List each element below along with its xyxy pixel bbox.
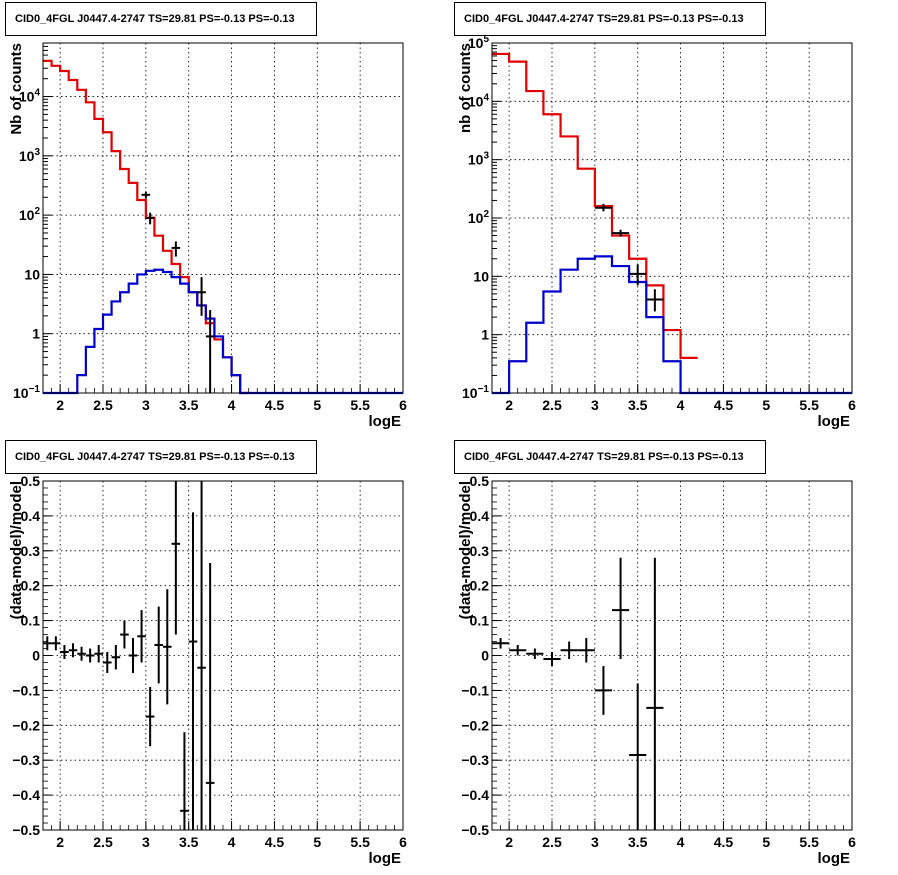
y-tick-label: −0.2 <box>461 717 489 733</box>
y-tick-label: 104 <box>19 88 41 105</box>
y-tick-label: 0.4 <box>21 508 41 524</box>
y-tick-label: 0.5 <box>470 473 490 489</box>
x-tick-label: 2 <box>505 834 513 850</box>
y-tick-label: 103 <box>19 147 41 164</box>
y-tick-label: 105 <box>468 34 490 51</box>
x-axis-label: logE <box>818 413 851 430</box>
x-tick-label: 4.5 <box>265 397 285 413</box>
x-tick-label: 3 <box>591 834 599 850</box>
x-tick-label: 5.5 <box>350 834 370 850</box>
x-tick-label: 6 <box>848 397 856 413</box>
y-tick-label: 102 <box>468 209 490 226</box>
x-tick-label: 5.5 <box>799 834 819 850</box>
plot-frame <box>42 42 404 394</box>
x-tick-label: 6 <box>399 397 407 413</box>
panel-title-top-left: CID0_4FGL J0447.4-2747 TS=29.81 PS=-0.13… <box>5 2 317 36</box>
x-tick-label: 5 <box>313 397 321 413</box>
y-axis-label: (data-model)/model <box>457 481 474 619</box>
source-model-histogram <box>492 255 852 395</box>
panel-title-bottom-left: CID0_4FGL J0447.4-2747 TS=29.81 PS=-0.13… <box>5 440 317 474</box>
y-tick-label: −0.5 <box>12 822 40 838</box>
x-tick-label: 2.5 <box>542 397 562 413</box>
x-tick-label: 3.5 <box>628 397 648 413</box>
y-tick-label: 102 <box>19 206 41 223</box>
y-tick-label: 0 <box>481 648 489 664</box>
y-tick-label: 10−1 <box>462 384 489 401</box>
y-tick-label: −0.4 <box>12 787 40 803</box>
x-tick-label: 4.5 <box>265 834 285 850</box>
y-tick-label: −0.1 <box>461 682 489 698</box>
y-tick-label: 104 <box>468 92 490 109</box>
x-tick-label: 3.5 <box>179 834 199 850</box>
y-tick-label: 0.4 <box>470 508 490 524</box>
x-tick-label: 2.5 <box>93 834 113 850</box>
y-tick-label: 0.2 <box>21 578 41 594</box>
x-tick-label: 4.5 <box>714 397 734 413</box>
y-tick-label: −0.2 <box>12 717 40 733</box>
y-axis-label: (data-model)/model <box>8 481 25 619</box>
y-tick-label: −0.5 <box>461 822 489 838</box>
x-tick-label: 3.5 <box>628 834 648 850</box>
y-axis-label: nb of counts <box>457 43 474 133</box>
x-tick-label: 3 <box>591 397 599 413</box>
y-tick-label: 10−1 <box>13 384 40 401</box>
x-tick-label: 2 <box>56 397 64 413</box>
x-axis-label: logE <box>818 850 851 867</box>
x-tick-label: 3 <box>142 397 150 413</box>
x-tick-label: 4 <box>677 834 685 850</box>
plot-frame <box>42 480 404 831</box>
x-tick-label: 3.5 <box>179 397 199 413</box>
x-tick-label: 6 <box>848 834 856 850</box>
y-tick-label: 103 <box>468 151 490 168</box>
y-tick-label: 0 <box>32 648 40 664</box>
plot-frame <box>491 42 853 394</box>
x-tick-label: 5 <box>762 834 770 850</box>
x-tick-label: 4 <box>228 397 236 413</box>
y-tick-label: 1 <box>481 327 489 343</box>
x-tick-label: 2 <box>505 397 513 413</box>
x-tick-label: 4 <box>228 834 236 850</box>
source-model-histogram <box>43 268 403 395</box>
x-tick-label: 2 <box>56 834 64 850</box>
y-tick-label: −0.1 <box>12 682 40 698</box>
y-tick-label: 0.1 <box>470 613 490 629</box>
plot-frame <box>491 480 853 831</box>
x-tick-label: 3 <box>142 834 150 850</box>
x-tick-label: 5.5 <box>350 397 370 413</box>
y-tick-label: −0.3 <box>461 752 489 768</box>
y-tick-label: 0.1 <box>21 613 41 629</box>
x-tick-label: 6 <box>399 834 407 850</box>
y-tick-label: 1 <box>32 326 40 342</box>
x-tick-label: 5 <box>313 834 321 850</box>
x-axis-label: logE <box>369 413 402 430</box>
y-tick-label: 0.3 <box>21 543 41 559</box>
y-tick-label: −0.4 <box>461 787 489 803</box>
x-axis-label: logE <box>369 850 402 867</box>
panel-title-bottom-right: CID0_4FGL J0447.4-2747 TS=29.81 PS=-0.13… <box>454 440 766 474</box>
y-tick-label: 10 <box>473 268 489 284</box>
x-tick-label: 5 <box>762 397 770 413</box>
y-axis-label: Nb of counts <box>8 43 25 135</box>
panel-title-top-right: CID0_4FGL J0447.4-2747 TS=29.81 PS=-0.13… <box>454 2 766 36</box>
x-tick-label: 5.5 <box>799 397 819 413</box>
y-tick-label: −0.3 <box>12 752 40 768</box>
x-tick-label: 4 <box>677 397 685 413</box>
y-tick-label: 0.3 <box>470 543 490 559</box>
x-tick-label: 2.5 <box>93 397 113 413</box>
x-tick-label: 2.5 <box>542 834 562 850</box>
model-total-histogram <box>492 52 698 359</box>
y-tick-label: 10 <box>24 266 40 282</box>
y-tick-label: 0.2 <box>470 578 490 594</box>
x-tick-label: 4.5 <box>714 834 734 850</box>
y-tick-label: 0.5 <box>21 473 41 489</box>
